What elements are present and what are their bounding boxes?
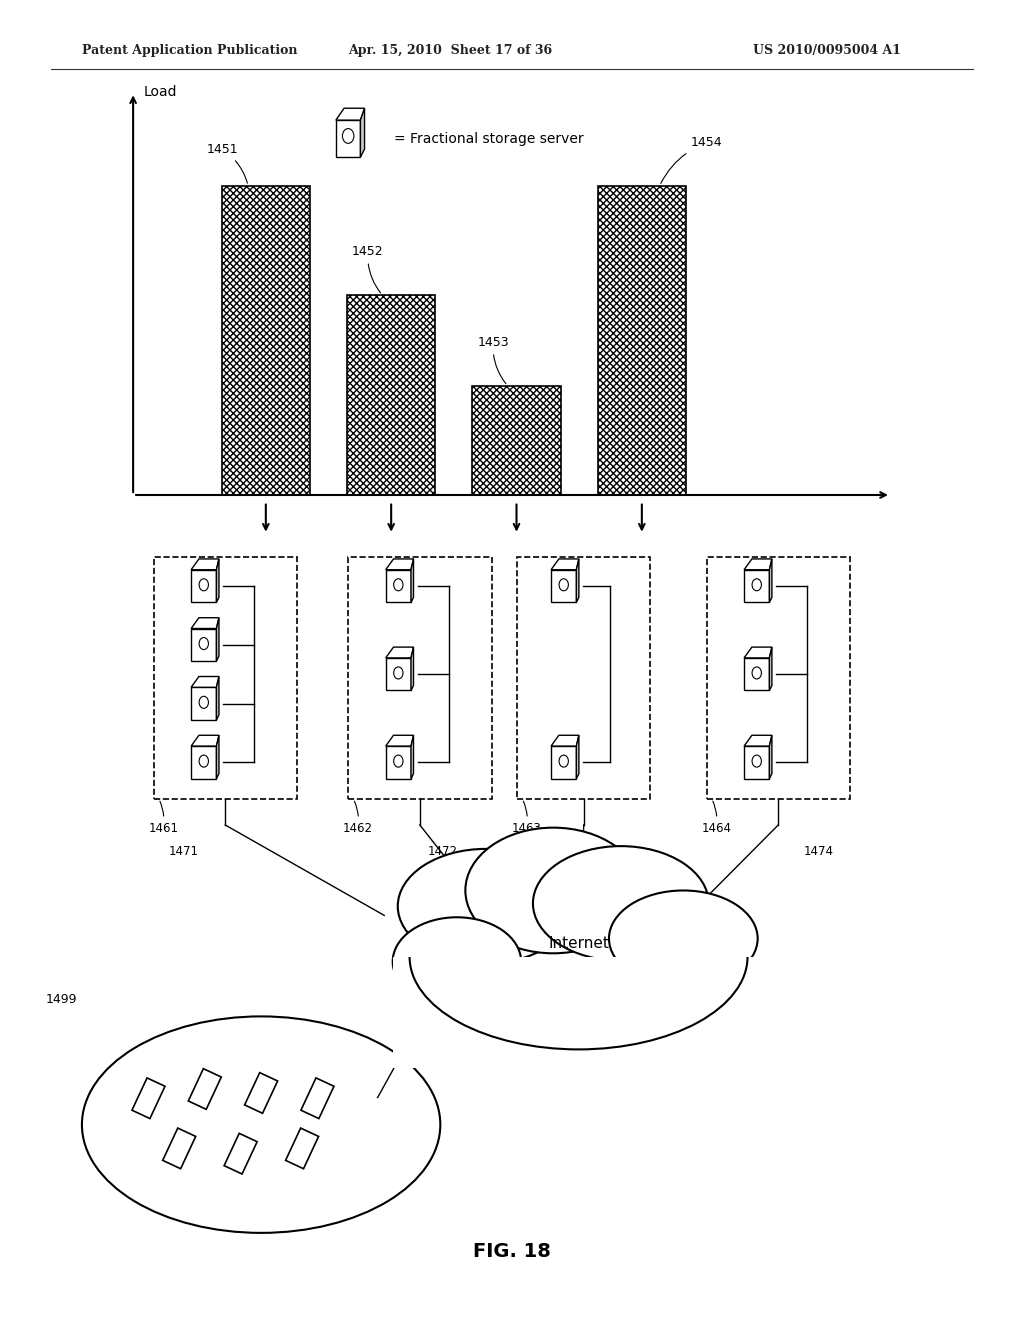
Text: 1499: 1499 [45,993,77,1006]
Text: 1471: 1471 [169,845,199,858]
Circle shape [559,578,568,591]
Polygon shape [411,647,414,690]
Polygon shape [769,735,772,779]
Ellipse shape [397,849,573,964]
Polygon shape [163,1129,196,1168]
Bar [386,746,411,779]
Polygon shape [132,1078,165,1118]
Circle shape [199,697,209,709]
Bar [551,570,577,602]
Polygon shape [744,735,772,746]
Bar [386,657,411,690]
Bar [744,570,769,602]
Polygon shape [769,647,772,690]
Polygon shape [286,1129,318,1168]
Bar [744,657,769,690]
Text: 1462: 1462 [343,801,373,834]
Ellipse shape [609,891,758,986]
Text: 1463: 1463 [512,801,542,834]
Text: Internet: Internet [548,936,609,952]
Text: = Fractional storage server: = Fractional storage server [394,132,584,145]
Polygon shape [577,735,579,779]
Bar [154,557,297,799]
Bar [191,688,216,719]
Bar [598,186,686,495]
Polygon shape [191,735,219,746]
Polygon shape [551,735,579,746]
Text: 1473: 1473 [592,845,622,858]
Polygon shape [191,618,219,628]
Circle shape [393,578,403,591]
Ellipse shape [410,865,748,1049]
Text: Load: Load [143,84,177,99]
Polygon shape [216,618,219,661]
Polygon shape [386,558,414,570]
Circle shape [199,755,209,767]
Bar [348,557,492,799]
Bar [191,570,216,602]
Bar [191,746,216,779]
Bar [386,570,411,602]
Bar [191,628,216,661]
Polygon shape [191,558,219,570]
Circle shape [393,667,403,678]
Ellipse shape [532,846,709,961]
Text: 1453: 1453 [477,337,509,384]
Circle shape [199,638,209,649]
Polygon shape [360,108,365,157]
Text: 1464: 1464 [701,801,731,834]
Polygon shape [744,558,772,570]
Polygon shape [224,1134,257,1173]
Polygon shape [245,1073,278,1113]
Bar [347,294,435,495]
Polygon shape [216,735,219,779]
Text: Patent Application Publication: Patent Application Publication [82,44,297,57]
Text: 1430: 1430 [630,1043,662,1056]
Circle shape [752,667,762,678]
Bar [707,557,850,799]
Polygon shape [216,676,219,719]
Polygon shape [301,1078,334,1118]
Text: Apr. 15, 2010  Sheet 17 of 36: Apr. 15, 2010 Sheet 17 of 36 [348,44,553,57]
Polygon shape [411,735,414,779]
Polygon shape [744,647,772,657]
Polygon shape [577,558,579,602]
Polygon shape [188,1069,221,1109]
Text: 1451: 1451 [206,143,248,183]
Bar [517,557,650,799]
Circle shape [393,755,403,767]
Text: 1452: 1452 [352,246,384,293]
Ellipse shape [465,828,641,953]
Polygon shape [411,558,414,602]
Text: 1472: 1472 [428,845,458,858]
Text: 1474: 1474 [804,845,834,858]
Polygon shape [769,558,772,602]
Bar [472,385,561,495]
Bar [392,957,764,1068]
Polygon shape [551,558,579,570]
Text: 1454: 1454 [660,136,722,183]
Circle shape [559,755,568,767]
Bar [336,120,360,157]
Circle shape [752,755,762,767]
Circle shape [752,578,762,591]
Ellipse shape [392,917,521,1006]
Text: US 2010/0095004 A1: US 2010/0095004 A1 [753,44,901,57]
Circle shape [199,578,209,591]
Bar [744,746,769,779]
Text: 1461: 1461 [148,801,178,834]
Bar [221,186,310,495]
Polygon shape [216,558,219,602]
Polygon shape [386,735,414,746]
Ellipse shape [82,1016,440,1233]
Bar [551,746,577,779]
Polygon shape [386,647,414,657]
Text: FIG. 18: FIG. 18 [473,1242,551,1261]
Circle shape [342,128,354,144]
Polygon shape [336,108,365,120]
Polygon shape [191,676,219,688]
